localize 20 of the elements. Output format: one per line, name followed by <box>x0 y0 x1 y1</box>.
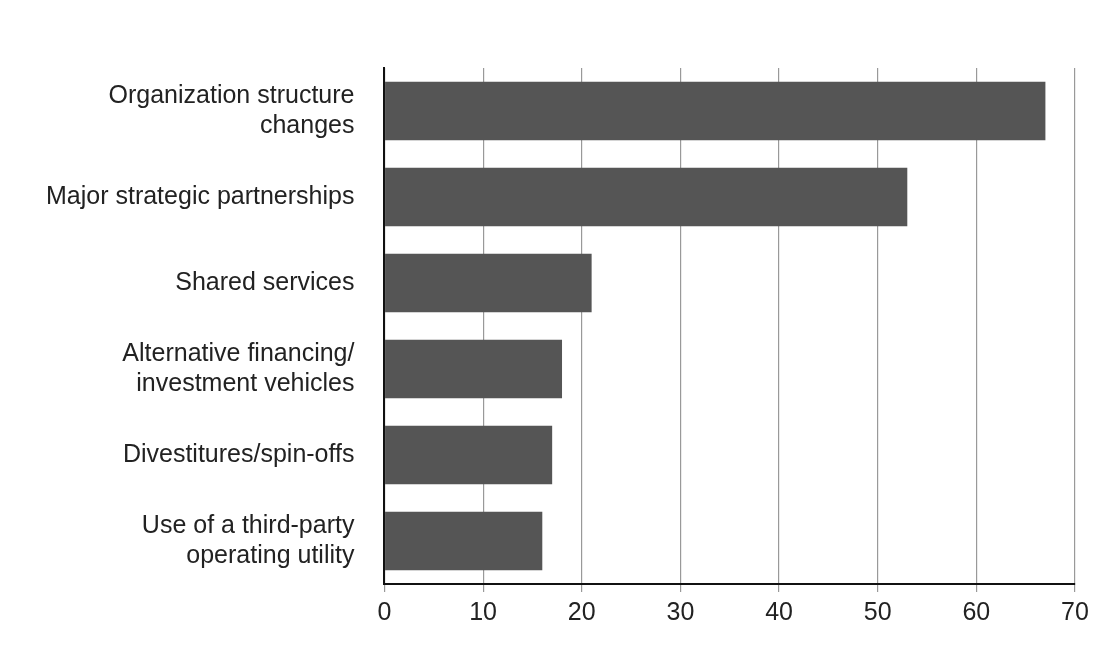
x-tick-label: 0 <box>377 596 392 625</box>
x-tick-label: 70 <box>1061 596 1089 625</box>
y-tick-label: Divestitures/spin-offs <box>122 438 355 467</box>
y-tick-label: Organization structure changes <box>108 79 355 138</box>
x-tick-label: 40 <box>765 596 793 625</box>
bar <box>385 511 543 571</box>
x-tick-label: 50 <box>863 596 892 625</box>
bar <box>385 339 563 399</box>
bar <box>385 167 908 227</box>
y-tick-label: Alternative financing/ investment vehicles <box>122 337 355 396</box>
y-tick-label: Use of a third-party operating utility <box>141 509 355 568</box>
x-tick-label: 60 <box>962 596 991 625</box>
bar <box>385 81 1046 141</box>
y-tick-label: Major strategic partnerships <box>45 180 355 209</box>
bar <box>385 425 553 485</box>
x-tick-label: 20 <box>567 596 596 625</box>
y-tick-label: Shared services <box>175 266 355 295</box>
x-tick-label: 10 <box>469 596 498 625</box>
bar <box>385 253 592 313</box>
x-tick-label: 30 <box>666 596 695 625</box>
